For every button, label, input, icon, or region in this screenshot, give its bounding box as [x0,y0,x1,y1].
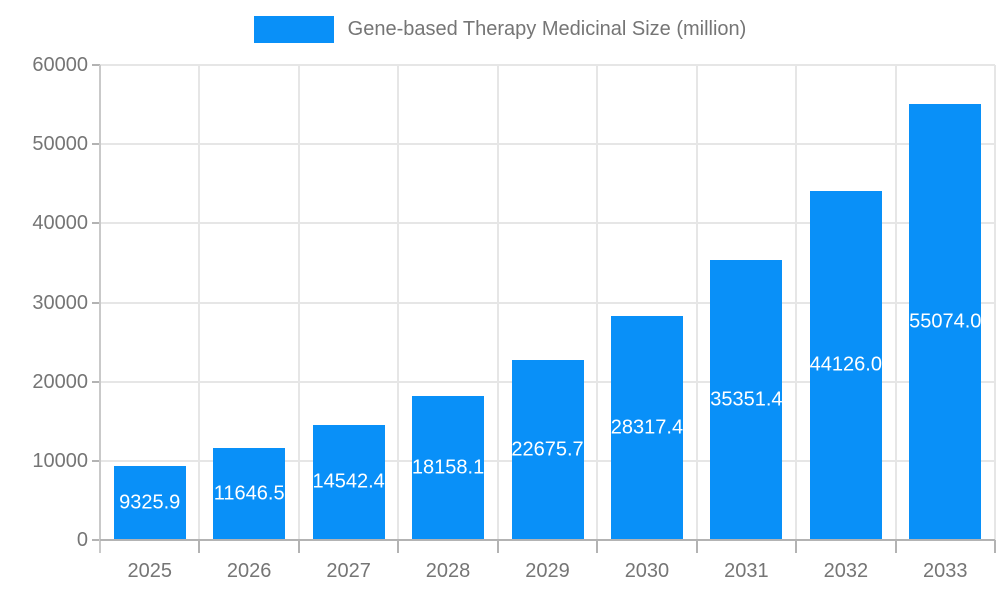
x-axis-tick [894,540,897,553]
y-axis-tick [92,459,100,462]
x-tick-label: 2032 [823,560,869,582]
x-axis-tick [695,540,698,553]
y-tick-label: 0 [76,529,88,551]
y-tick-label: 30000 [32,291,88,314]
x-tick-label: 2025 [127,560,172,582]
x-tick-label: 2030 [624,560,670,582]
bar-value-label: 9325.9 [119,491,181,514]
x-tick-label: 2026 [226,560,272,582]
x-axis-tick [198,540,201,553]
bar-value-label: 55074.0 [909,310,982,333]
bar[interactable]: 18158.1 [412,396,484,540]
bar-value-label: 18158.1 [411,456,485,479]
bar[interactable]: 11646.5 [213,447,286,540]
bar-value-label: 14542.4 [312,470,385,493]
y-tick-label: 10000 [32,449,88,472]
legend-item[interactable]: Gene-based Therapy Medicinal Size (milli… [253,16,747,43]
gridline [496,65,499,540]
gridline [695,65,698,540]
y-tick-label: 40000 [32,212,88,235]
x-axis-tick [795,540,798,553]
bar[interactable]: 55074.0 [909,103,982,540]
x-tick-label: 2029 [525,560,570,582]
x-axis-tick [297,540,300,553]
gridline [100,222,995,225]
y-axis-line [99,65,101,553]
x-axis-line [100,539,995,541]
legend-label: Gene-based Therapy Medicinal Size (milli… [347,18,747,40]
gridline [795,65,798,540]
gridline [894,65,897,540]
gridline [397,65,400,540]
bar-value-label: 44126.0 [809,353,882,376]
y-axis-tick [92,380,100,383]
gridline [297,65,300,540]
x-tick-label: 2031 [724,560,769,582]
x-tick-label: 2027 [326,560,371,582]
bar-value-label: 35351.4 [710,388,783,411]
bar[interactable]: 44126.0 [809,190,882,540]
legend: Gene-based Therapy Medicinal Size (milli… [0,16,1000,43]
gridline [994,65,996,540]
bar-value-label: 11646.5 [213,482,285,505]
x-axis-tick [496,540,499,553]
gridline [596,65,599,540]
x-axis-tick [596,540,599,553]
y-axis-tick [92,143,100,146]
bar[interactable]: 35351.4 [710,260,783,540]
bar[interactable]: 28317.4 [610,315,684,540]
y-tick-label: 20000 [32,370,88,393]
gridline [100,301,995,304]
bar[interactable]: 9325.9 [113,466,186,540]
x-axis-tick [397,540,400,553]
bar-value-label: 22675.7 [511,438,584,461]
bar[interactable]: 14542.4 [312,424,385,540]
x-tick-label: 2033 [923,560,968,582]
y-tick-label: 50000 [32,133,88,156]
x-axis-tick [994,540,996,553]
plot-area: 9325.9 11646.5 14542.4 18158.1 22675.7 28317.… [100,64,996,540]
gridline [100,143,995,146]
bar[interactable]: 22675.7 [511,360,584,540]
y-axis-tick [92,301,100,304]
y-tick-label: 60000 [32,54,88,76]
y-axis-tick [92,64,100,66]
x-tick-label: 2028 [425,560,471,582]
y-axis-tick [92,222,100,225]
gridline [198,65,201,540]
legend-swatch [253,16,334,43]
gridline [100,64,995,66]
bar-value-label: 28317.4 [610,416,684,439]
y-axis-tick [92,539,100,541]
